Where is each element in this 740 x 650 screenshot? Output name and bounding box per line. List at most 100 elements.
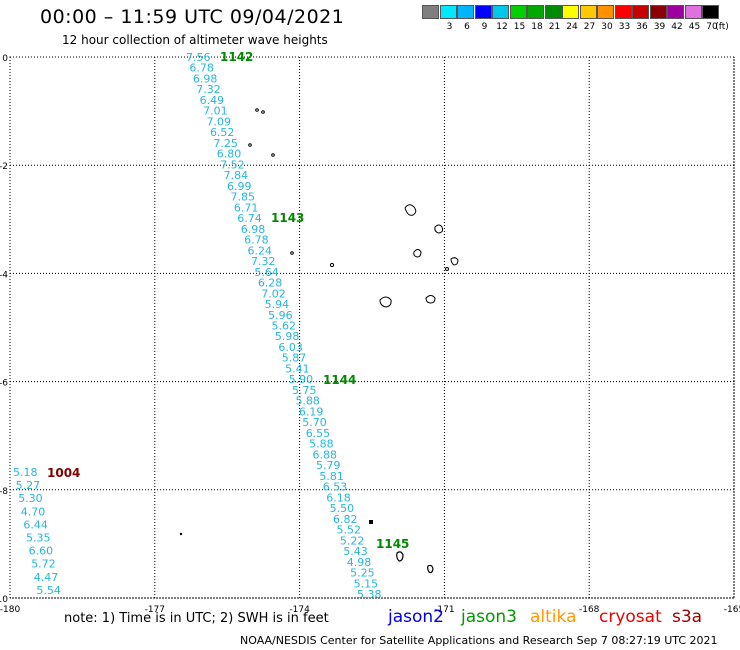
wave-height-label: 5.35 [26, 532, 51, 545]
legend-swatch [509, 5, 527, 19]
wave-height-label: 5.43 [343, 545, 368, 558]
latitude-tick-label: -6 [0, 379, 8, 389]
legend-swatch [439, 5, 457, 19]
legend-label: 30 [601, 22, 613, 32]
legend-label: 15 [513, 22, 526, 32]
wave-height-label: 6.55 [306, 427, 331, 440]
wave-height-label: 5.41 [285, 362, 310, 375]
legend-swatch [422, 5, 439, 19]
island [379, 296, 392, 308]
legend-swatch [702, 5, 719, 19]
wave-height-label: 5.18 [13, 466, 38, 479]
longitude-tick-label: -174 [289, 605, 310, 615]
wave-height-label: 5.70 [302, 416, 327, 429]
map-grid [9, 56, 735, 599]
island [261, 110, 265, 114]
latitude-tick-label: -2 [0, 162, 8, 172]
legend-label: 12 [496, 22, 508, 32]
wave-height-label: 6.98 [241, 223, 266, 236]
wave-height-label: 6.49 [200, 94, 225, 107]
legend-label: 24 [566, 22, 578, 32]
wave-height-label: 6.03 [278, 341, 303, 354]
island [248, 143, 252, 147]
pass-number-label: 1145 [376, 537, 409, 551]
wave-height-label: 4.98 [347, 556, 372, 569]
wave-height-label: 5.30 [18, 492, 43, 505]
wave-height-label: 5.15 [354, 577, 379, 590]
longitude-tick-label: -165 [724, 605, 740, 615]
legend-label: 9 [481, 22, 488, 32]
island [329, 262, 335, 268]
legend-label: 45 [688, 22, 701, 32]
legend-swatch [544, 5, 562, 19]
wave-height-label: 6.99 [227, 180, 252, 193]
wave-height-label: 7.09 [207, 115, 232, 128]
wave-height-label: 6.19 [299, 405, 324, 418]
island [271, 153, 275, 157]
wave-height-label: 6.82 [333, 513, 358, 526]
wave-height-label: 7.25 [213, 137, 238, 150]
island [413, 249, 422, 258]
pass-labels: 1142 1143 1144 1145 1004 [47, 50, 409, 551]
island [434, 224, 444, 234]
legend-label: 3 [446, 22, 453, 32]
legend-swatch [562, 5, 579, 19]
wave-height-label: 5.64 [254, 266, 279, 279]
island [369, 520, 373, 524]
satellite-s3a: s3a [672, 607, 703, 627]
island [445, 267, 449, 271]
pass-number-label: 1143 [271, 211, 304, 225]
legend-swatch [457, 5, 474, 19]
legend-swatch [492, 5, 509, 19]
legend-swatch [474, 5, 492, 19]
wave-height-label: 4.70 [21, 505, 46, 518]
wave-height-label: 5.79 [316, 459, 341, 472]
wave-height-label: 6.60 [29, 545, 53, 558]
legend-label: 21 [548, 22, 561, 32]
satellite-jason2: jason2 [388, 607, 444, 627]
wave-height-label: 6.78 [244, 234, 269, 247]
wave-height-label: 5.81 [319, 470, 344, 483]
legend-swatch [667, 5, 684, 19]
wave-height-label: 5.90 [289, 373, 314, 386]
island [290, 251, 294, 255]
legend-swatch [597, 5, 614, 19]
island [427, 564, 434, 574]
wave-height-label: 6.78 [189, 62, 214, 75]
wave-height-legend: (ft) 3 6 9 12 15 18 21 24 27 30 33 36 39 42 45 70 [422, 5, 729, 35]
legend-swatch [527, 5, 544, 19]
wave-height-label: 7.01 [203, 105, 228, 118]
wave-height-label: 5.62 [272, 320, 297, 333]
wave-height-label: 5.88 [295, 395, 320, 408]
island [404, 204, 417, 216]
wave-height-label: 7.32 [196, 83, 221, 96]
latitude-tick-label: 0 [2, 54, 8, 64]
island [179, 532, 183, 536]
island [425, 295, 436, 304]
wave-height-label: 6.74 [237, 212, 261, 225]
wave-height-label: 7.52 [220, 158, 245, 171]
legend-label: 70 [706, 22, 718, 32]
wave-height-label: 6.80 [217, 148, 242, 161]
wave-height-label: 6.44 [23, 518, 48, 531]
wave-height-label: 6.98 [193, 72, 218, 85]
island [450, 257, 459, 266]
wave-height-label: 6.28 [258, 277, 283, 290]
legend-swatch [649, 5, 667, 19]
latitude-tick-label: -10 [0, 595, 8, 605]
wave-height-label: 4.47 [34, 571, 59, 584]
latitude-tick-label: -8 [0, 487, 8, 497]
chart-subtitle: 12 hour collection of altimeter wave hei… [62, 33, 328, 47]
legend-label: 42 [671, 22, 683, 32]
wave-height-label: 5.88 [309, 438, 334, 451]
wave-height-label: 5.98 [275, 330, 300, 343]
legend-label: 33 [618, 22, 631, 32]
wave-height-label: 6.18 [326, 491, 351, 504]
legend-label: 27 [583, 22, 596, 32]
map-frame [9, 56, 735, 599]
latitude-axis: 0 -2 -4 -6 -8 -10 [0, 54, 8, 605]
wave-height-label: 6.88 [313, 448, 338, 461]
satellite-cryosat: cryosat [599, 607, 662, 627]
pass-number-label: 1142 [220, 50, 253, 64]
pass-number-label: 1004 [47, 466, 80, 480]
